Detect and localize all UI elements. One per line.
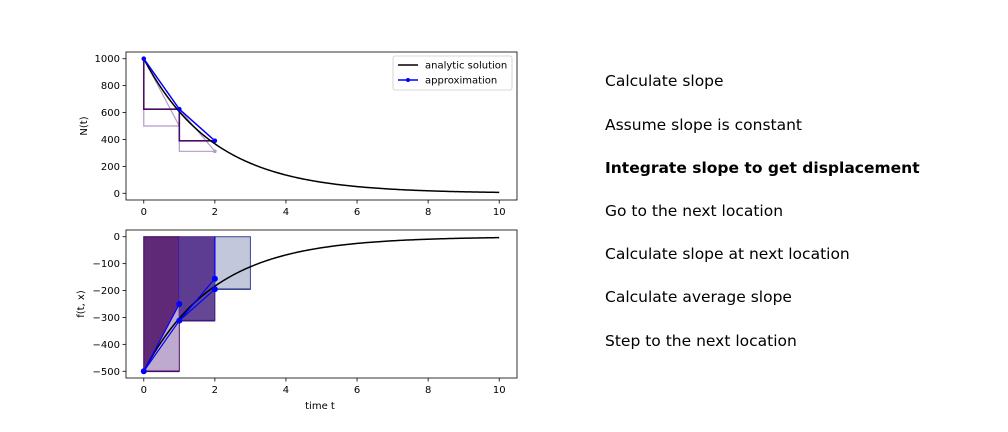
slope-point [176,301,183,307]
analytic-curve [143,58,500,194]
slope-point [211,275,218,282]
approximation-point [177,106,182,112]
slope-point [140,368,147,375]
legend-approx-marker [406,78,410,82]
top-xtick-label: 6 [354,207,360,218]
bottom-chart: 0 2 4 6 8 10 0 −100 −200 −300 −400 −500 f(t, x) tim… [76,229,518,412]
bottom-xtick-label: 2 [212,385,218,396]
approximation-point [212,138,218,144]
integral-rect-2 [214,236,251,290]
top-ytick-label: 600 [101,108,120,119]
slope-point [176,317,183,324]
top-ytick-label: 1000 [95,54,120,65]
bottom-xtick-label: 4 [283,385,289,396]
step-next-location: Go to the next location [605,202,784,220]
bottom-ytick-label: −500 [93,367,120,378]
top-xtick-label: 10 [493,207,506,218]
step-average-slope: Calculate average slope [605,288,792,306]
legend-approx-label: approximation [425,76,497,87]
top-xtick-label: 0 [141,207,147,218]
slope-segment [178,288,216,322]
step-0-outline [142,58,180,110]
analytic-derivative-curve [143,236,500,372]
bottom-ytick-label: −200 [93,286,120,297]
top-ytick-label: 400 [101,135,120,146]
slope-segment [143,303,180,372]
top-xtick-label: 2 [212,207,218,218]
step-slope-next-location: Calculate slope at next location [605,245,850,263]
faded-point [213,149,217,154]
slope-segment [178,278,216,322]
bottom-plot-area [140,236,500,375]
top-ytick-label: 0 [114,189,120,200]
bottom-ytick-label: −100 [93,259,120,270]
step-calculate-slope: Calculate slope [605,72,724,90]
top-chart: 0 2 4 6 8 10 0 200 400 600 800 1000 N(t) analytic s… [79,51,518,218]
bottom-ytick-label: −300 [93,313,120,324]
top-ytick-label: 800 [101,81,120,92]
bottom-ylabel: f(t, x) [76,290,87,318]
bottom-xtick-label: 10 [493,385,506,396]
top-axes-frame [125,51,518,201]
top-ylabel: N(t) [79,116,90,135]
top-ytick-label: 200 [101,162,120,173]
top-plot-area [141,56,500,194]
legend-box [392,55,513,91]
legend-analytic-label: analytic solution [425,61,507,72]
bottom-xtick-label: 0 [141,385,147,396]
bottom-tick-labels: 0 2 4 6 8 10 0 −100 −200 −300 −400 −500 [93,232,506,396]
slope-point [211,286,218,293]
step-integrate-slope: Integrate slope to get displacement [605,159,920,177]
approximation-point [141,56,147,62]
step-1-outline [178,109,215,142]
slope-segment [143,320,180,372]
top-xtick-label: 8 [425,207,431,218]
bottom-ytick-label: −400 [93,340,120,351]
legend: analytic solution approximation [392,55,513,91]
bottom-xtick-label: 6 [354,385,360,396]
step-step-next: Step to the next location [605,332,797,350]
bottom-ytick-label: 0 [114,232,120,243]
step-assume-constant: Assume slope is constant [605,116,802,134]
bottom-xlabel: time t [305,401,335,412]
top-tick-labels: 0 2 4 6 8 10 0 200 400 600 800 1000 [95,54,506,218]
bottom-xtick-label: 8 [425,385,431,396]
bottom-axes-frame [125,229,518,379]
top-xtick-label: 4 [283,207,289,218]
